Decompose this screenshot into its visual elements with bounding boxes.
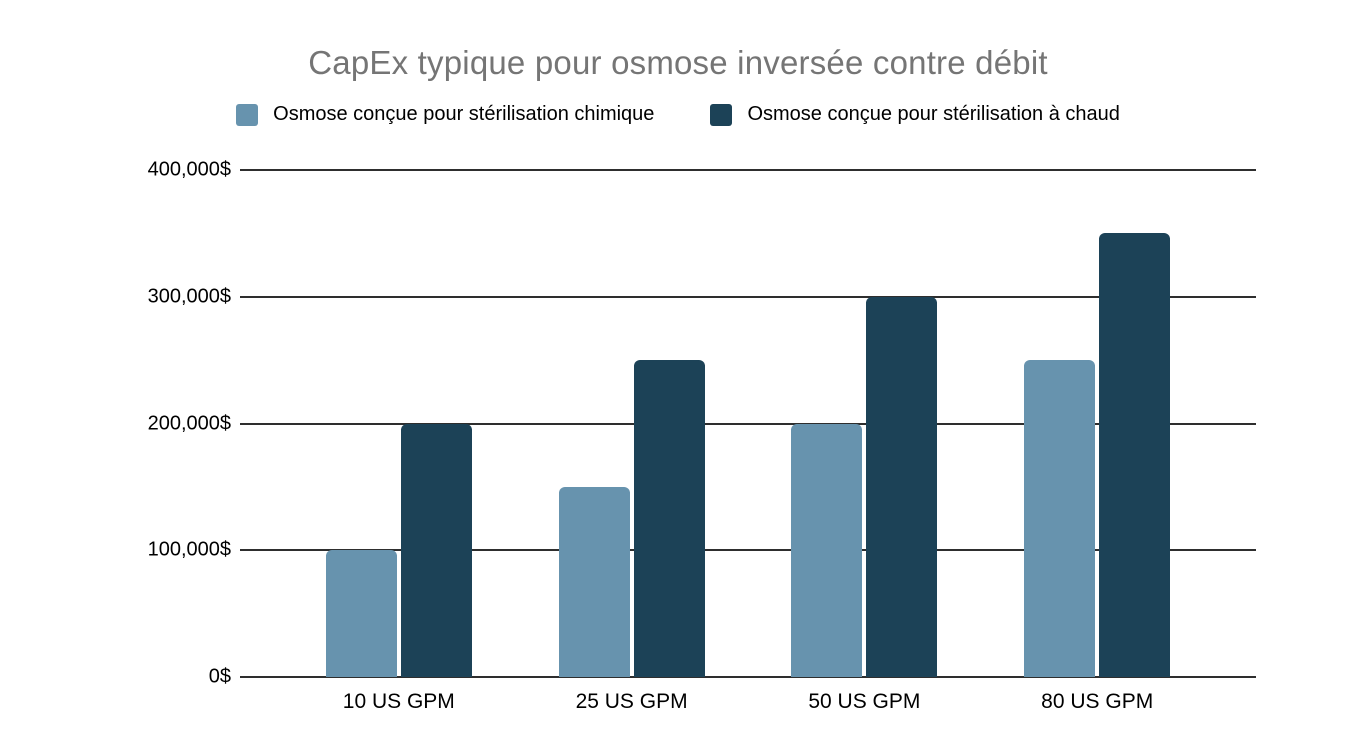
legend-swatch-icon xyxy=(236,103,259,126)
bar-series-1-80-us-gpm xyxy=(1099,233,1171,677)
x-axis-label: 25 US GPM xyxy=(575,690,688,713)
legend-label: Osmose conçue pour stérilisation chimiqu… xyxy=(273,103,655,125)
bar-series-0-50-us-gpm xyxy=(791,423,863,677)
x-axis-label: 10 US GPM xyxy=(342,690,455,713)
bar-group-25-us-gpm: 25 US GPM xyxy=(558,170,706,713)
bar-series-1-10-us-gpm xyxy=(400,423,472,677)
legend-swatch-icon xyxy=(710,103,733,126)
bar-group-50-us-gpm: 50 US GPM xyxy=(790,170,938,713)
x-axis-label: 80 US GPM xyxy=(1041,690,1154,713)
x-axis-label: 50 US GPM xyxy=(808,690,921,713)
y-axis-tick-label: 400,000$ xyxy=(147,158,231,181)
legend-item-series-0: Osmose conçue pour stérilisation chimiqu… xyxy=(236,103,654,126)
gridline xyxy=(240,549,1256,552)
bar-group-10-us-gpm: 10 US GPM xyxy=(325,170,473,713)
y-axis-tick-label: 0$ xyxy=(208,665,231,688)
gridline xyxy=(240,169,1256,171)
bar-series-1-50-us-gpm xyxy=(866,296,938,677)
y-axis-tick-label: 300,000$ xyxy=(147,285,231,308)
bar-series-0-10-us-gpm xyxy=(325,550,397,677)
bar-series-0-25-us-gpm xyxy=(558,486,630,677)
plot-area: 0$ 100,000$ 200,000$ 300,000$ 400,000$ 10 US … xyxy=(148,159,1256,713)
legend-item-series-1: Osmose conçue pour stérilisation à chaud xyxy=(710,103,1120,126)
gridline xyxy=(240,422,1256,425)
bar-series-0-80-us-gpm xyxy=(1024,360,1096,677)
gridline xyxy=(240,676,1256,678)
chart-legend: Osmose conçue pour stérilisation chimiqu… xyxy=(0,103,1356,126)
chart-title: CapEx typique pour osmose inversée contr… xyxy=(308,44,1048,81)
y-axis-tick-label: 100,000$ xyxy=(147,538,231,561)
bar-group-80-us-gpm: 80 US GPM xyxy=(1023,170,1171,713)
gridline xyxy=(240,295,1256,298)
bar-series-1-25-us-gpm xyxy=(633,360,705,677)
y-axis-tick-label: 200,000$ xyxy=(147,412,231,434)
legend-label: Osmose conçue pour stérilisation à chaud xyxy=(747,103,1120,125)
